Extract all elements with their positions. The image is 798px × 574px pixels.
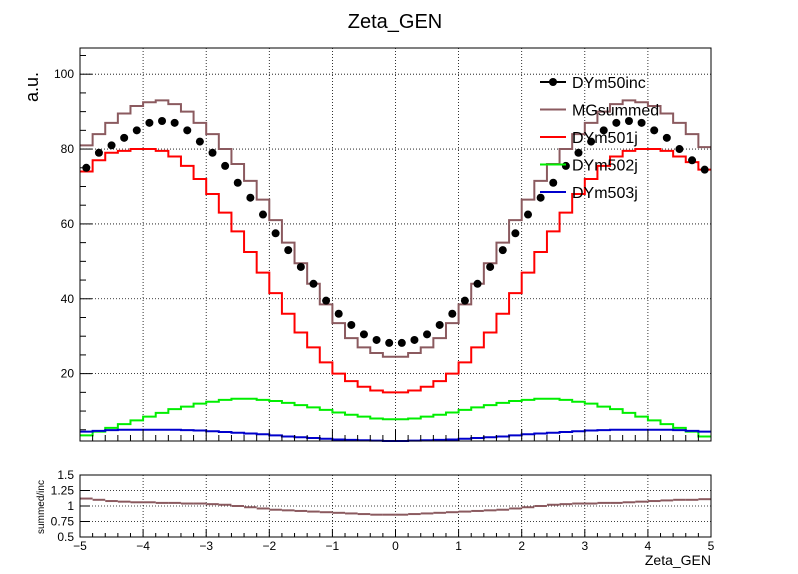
series-DYm50inc-point (448, 309, 457, 318)
x-tick-label: −2 (262, 539, 276, 553)
top-grid (79, 48, 712, 441)
series-DYm50inc-point (120, 133, 129, 142)
legend-item: DYm50inc (540, 75, 646, 92)
legend-label: MGsummed (572, 103, 659, 120)
legend-label: DYm502j (572, 158, 638, 175)
ratio-y-tick-label: 0.75 (51, 515, 75, 529)
y-axis-label: a.u. (22, 72, 42, 102)
series-DYm50inc-point (423, 330, 432, 339)
series-DYm50inc-point (549, 178, 558, 187)
x-axis-label: Zeta_GEN (645, 552, 711, 568)
x-tick-label: 5 (708, 539, 715, 553)
series-DYm501j-line (80, 148, 711, 394)
series-DYm50inc-point (397, 338, 406, 347)
y-tick-label: 80 (61, 142, 75, 156)
series-DYm50inc-point (271, 229, 280, 238)
series-DYm50inc-point (410, 335, 419, 344)
series-DYm50inc-point (322, 296, 331, 305)
series-DYm50inc-point (158, 116, 167, 125)
series-DYm50inc-point (246, 193, 255, 202)
series-MGsummed-line (80, 99, 711, 358)
series-DYm50inc-point (170, 118, 179, 127)
ratio-y-tick-label: 1.25 (51, 484, 75, 498)
series-DYm50inc-point (82, 163, 91, 172)
series-DYm50inc-point (258, 210, 267, 219)
series-DYm50inc-point (587, 137, 596, 146)
x-tick-label: −5 (73, 539, 87, 553)
series-DYm50inc-point (662, 133, 671, 142)
ratio-y-tick-label: 1.5 (57, 468, 74, 482)
series-DYm50inc-point (94, 148, 103, 157)
y-tick-label: 20 (61, 367, 75, 381)
legend-label: DYm503j (572, 185, 638, 202)
series-DYm50inc-point (107, 141, 116, 150)
ratio-y-tick-label: 1 (67, 499, 74, 513)
legend: DYm50inc MGsummed DYm501j DYm502j DYm503j (540, 75, 659, 202)
series-DYm50inc-point (359, 330, 368, 339)
series-DYm50inc-point (183, 126, 192, 135)
series-DYm502j-line (80, 397, 711, 438)
series-DYm50inc-point (511, 229, 520, 238)
ratio-y-tick-label: 0.5 (57, 530, 74, 544)
series-DYm50inc-point (486, 262, 495, 271)
y-tick-label: 60 (61, 217, 75, 231)
series-DYm50inc-point (372, 335, 381, 344)
series-DYm50inc-point (700, 165, 709, 174)
series-DYm50inc-point (296, 262, 305, 271)
series-DYm50inc-point (536, 193, 545, 202)
ratio-grid (79, 475, 712, 537)
y-tick-label: 40 (61, 292, 75, 306)
y-tick-label: 100 (54, 67, 74, 81)
series-DYm50inc-point (195, 137, 204, 146)
series-DYm50inc-point (347, 320, 356, 329)
series-DYm50inc-point (221, 161, 230, 170)
series-DYm50inc-point (334, 309, 343, 318)
x-tick-label: 3 (581, 539, 588, 553)
legend-label: DYm501j (572, 130, 638, 147)
x-tick-label: 4 (645, 539, 652, 553)
x-tick-label: 1 (455, 539, 462, 553)
series-DYm50inc-point (233, 178, 242, 187)
series-DYm50inc-point (460, 296, 469, 305)
series-DYm50inc-point (284, 246, 293, 255)
top-axes: 20 40 60 80 100 (54, 54, 712, 441)
series-DYm50inc-point (650, 126, 659, 135)
series-DYm50inc-point (524, 210, 533, 219)
series-DYm50inc-point (385, 338, 394, 347)
series-DYm50inc-point (208, 148, 217, 157)
legend-item: DYm503j (540, 185, 638, 202)
legend-item: DYm501j (540, 130, 638, 147)
series-DYm50inc-point (675, 145, 684, 154)
series-DYm50inc-point (435, 320, 444, 329)
x-tick-label: 0 (392, 539, 399, 553)
series-DYm50inc-point (574, 148, 583, 157)
ratio-series (80, 497, 711, 516)
x-tick-label: 2 (518, 539, 525, 553)
legend-label: DYm50inc (572, 75, 646, 92)
ratio-y-axis-label: summed/inc (36, 480, 47, 534)
legend-item: DYm502j (540, 158, 638, 175)
series-DYm50inc-point (561, 161, 570, 170)
x-tick-label: −4 (136, 539, 150, 553)
legend-item: MGsummed (540, 103, 659, 120)
series-DYm50inc-point (599, 126, 608, 135)
series-DYm50inc-point (612, 118, 621, 127)
legend-marker (549, 78, 557, 86)
chart-title: Zeta_GEN (348, 11, 442, 33)
x-tick-label: −3 (199, 539, 213, 553)
series-DYm50inc-point (132, 126, 141, 135)
series-DYm50inc-point (688, 156, 697, 165)
series-DYm50inc-point (145, 118, 154, 127)
x-tick-label: −1 (326, 539, 340, 553)
series-DYm50inc-point (309, 279, 318, 288)
series-DYm50inc-point (624, 116, 633, 125)
series-DYm50inc-point (637, 118, 646, 127)
series-DYm50inc-point (498, 246, 507, 255)
series-DYm50inc-point (473, 279, 482, 288)
